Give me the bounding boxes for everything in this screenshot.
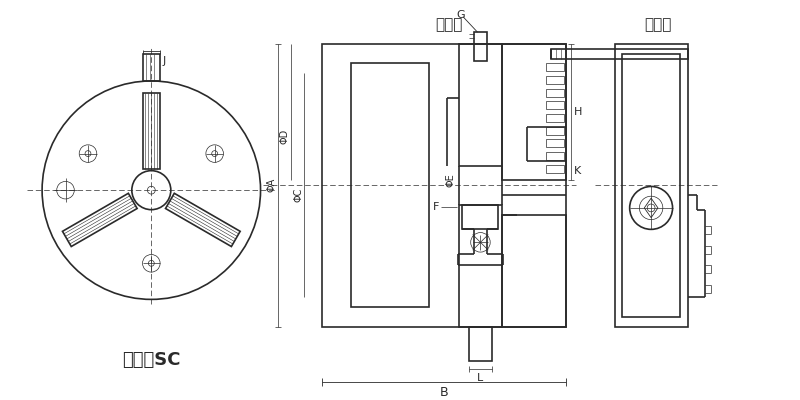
Bar: [502, 214, 566, 327]
Bar: [622, 54, 680, 317]
Bar: [351, 63, 430, 307]
Text: L: L: [478, 372, 483, 382]
Text: ΦC: ΦC: [294, 188, 303, 202]
Bar: [546, 63, 564, 71]
Bar: [546, 76, 564, 84]
Text: 普通型SC: 普通型SC: [122, 351, 181, 369]
Text: ΦE: ΦE: [446, 174, 456, 187]
Text: G: G: [456, 10, 465, 20]
Text: H: H: [574, 107, 582, 117]
Text: 前孔型: 前孔型: [645, 18, 672, 32]
Text: K: K: [574, 166, 581, 176]
Bar: [474, 32, 487, 62]
Bar: [546, 114, 564, 122]
Bar: [462, 205, 498, 229]
Bar: [142, 54, 160, 81]
Text: B: B: [439, 386, 448, 399]
Bar: [546, 89, 564, 96]
Bar: [458, 44, 502, 166]
Bar: [469, 327, 492, 361]
Bar: [546, 127, 564, 134]
Bar: [322, 44, 566, 327]
Bar: [546, 102, 564, 109]
Bar: [502, 44, 566, 180]
Bar: [551, 49, 688, 58]
Text: F: F: [433, 202, 439, 212]
Bar: [546, 165, 564, 173]
Text: ΦA: ΦA: [266, 178, 276, 192]
Bar: [546, 152, 564, 160]
Bar: [546, 140, 564, 147]
Bar: [614, 44, 688, 327]
Bar: [458, 205, 502, 327]
Text: J: J: [162, 56, 166, 66]
Text: ΦD: ΦD: [280, 129, 290, 144]
Text: 后孔型: 后孔型: [435, 18, 462, 32]
